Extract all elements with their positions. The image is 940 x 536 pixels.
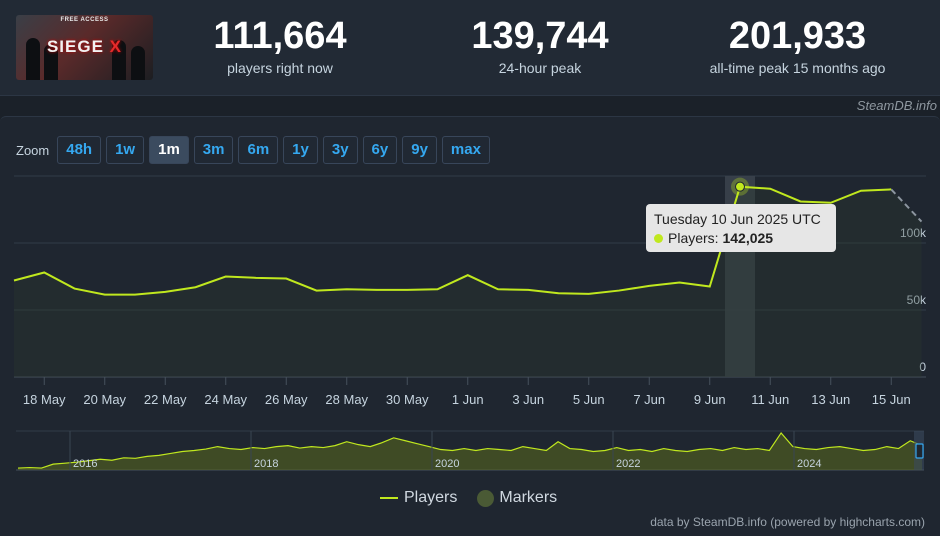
stat-label: 24-hour peak [498,60,582,76]
stat-players-now: 111,664 players right now [205,14,355,76]
x-tick-label: 1 Jun [452,392,484,407]
zoom-button-48h[interactable]: 48h [57,136,102,164]
x-tick-label: 3 Jun [512,392,544,407]
navigator-tick-label: 2018 [254,458,278,470]
series-dot-icon [654,234,663,243]
series-area [14,186,922,377]
x-tick-label: 15 Jun [872,392,911,407]
y-tick-label: 0 [919,360,926,374]
logo-figure-4 [131,46,145,80]
legend-label: Players [404,489,458,506]
navigator-tick-label: 2022 [616,458,640,470]
zoom-button-3m[interactable]: 3m [193,136,234,164]
zoom-buttons: 48h 1w 1m 3m 6m 1y 3y 6y 9y max [57,136,495,164]
x-tick-label: 20 May [83,392,126,407]
zoom-bar: Zoom 48h 1w 1m 3m 6m 1y 3y 6y 9y max [16,135,495,165]
zoom-button-max[interactable]: max [441,136,490,164]
highlight-point [735,181,745,192]
navigator-line [17,431,923,469]
legend-item-players[interactable]: Players [380,489,457,507]
x-tick-label: 9 Jun [694,392,726,407]
zoom-button-1y[interactable]: 1y [283,136,318,164]
zoom-button-6y[interactable]: 6y [362,136,398,164]
navigator-tick-label: 2020 [435,458,459,470]
zoom-label: Zoom [16,142,50,158]
series-line-partial [890,188,923,223]
logo-figure-2 [44,44,58,80]
x-tick-label: 28 May [325,392,368,407]
series-line-players [13,185,892,296]
chart-tooltip: Tuesday 10 Jun 2025 UTC Players: 142,025 [646,204,836,252]
stat-all-time-peak: 201,933 all-time peak 15 months ago [690,14,905,76]
x-tick-label: 24 May [204,392,247,407]
x-tick-label: 26 May [265,392,308,407]
zoom-button-9y[interactable]: 9y [402,136,437,164]
stat-24h-peak: 139,744 24-hour peak [455,14,625,76]
x-tick-label: 7 Jun [633,392,665,407]
logo-top-text: FREE ACCESS [60,17,109,23]
line-swatch-icon [380,497,398,499]
logo-figure-1 [26,38,40,80]
navigator-tick-label: 2024 [797,458,821,470]
zoom-button-1w[interactable]: 1w [106,136,145,164]
marker-swatch-icon [477,489,495,507]
y-tick-label: 50k [907,293,927,307]
stat-value: 201,933 [728,15,867,57]
y-tick-label: 100k [900,226,927,240]
tooltip-series-label: Players: [668,230,719,246]
stat-value: 111,664 [213,15,347,57]
x-tick-label: 30 May [386,392,429,407]
tooltip-value-row: Players: 142,025 [654,230,773,246]
zoom-button-6m[interactable]: 6m [238,136,279,164]
logo-figure-3 [112,40,126,80]
stat-label: all-time peak 15 months ago [709,60,886,76]
stat-value: 139,744 [471,15,609,57]
x-tick-label: 22 May [144,392,187,407]
navigator-area [18,432,922,470]
chart-legend: Players Markers [380,489,577,507]
stat-label: players right now [227,60,333,76]
x-tick-label: 5 Jun [573,392,605,407]
tooltip-date: Tuesday 10 Jun 2025 UTC [654,211,821,227]
stats-header: FREE ACCESS SIEGE X 111,664 players righ… [0,0,940,96]
zoom-button-3y[interactable]: 3y [322,136,358,164]
chart-credit[interactable]: data by SteamDB.info (powered by highcha… [650,515,925,529]
game-logo[interactable]: FREE ACCESS SIEGE X [16,15,153,80]
x-tick-label: 11 Jun [751,392,789,407]
navigator-tick-label: 2016 [73,458,97,470]
legend-label: Markers [499,489,558,506]
logo-wordmark: SIEGE X [46,37,123,56]
tooltip-value: 142,025 [722,230,774,246]
zoom-button-1m[interactable]: 1m [149,136,189,164]
navigator-handle[interactable] [915,443,924,459]
legend-item-markers[interactable]: Markers [477,489,557,507]
x-tick-label: 18 May [23,392,66,407]
site-tag[interactable]: SteamDB.info [856,98,937,113]
x-tick-label: 13 Jun [811,392,850,407]
